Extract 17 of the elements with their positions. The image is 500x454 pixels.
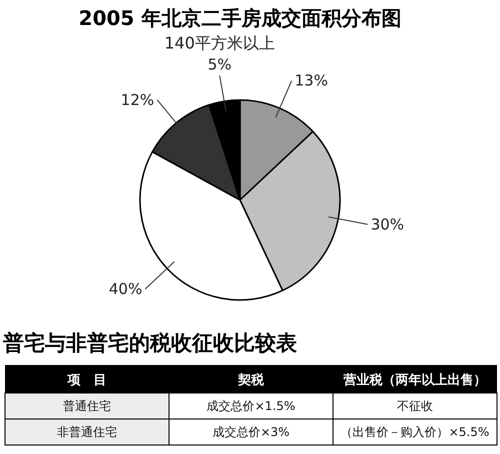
text: 不征收	[397, 399, 433, 413]
data-label: 13%	[294, 72, 328, 90]
chart-title: 2005 年北京二手房成交面积分布图	[78, 6, 402, 30]
category-label: 营业税（两年以上出售）	[342, 372, 486, 388]
category-label: 非普通住宅	[57, 425, 117, 439]
category-label: 契税	[237, 372, 265, 388]
slice-label: 140平方米以上	[164, 34, 275, 53]
data-label: 12%	[120, 90, 154, 109]
text: 成交总价×3%	[212, 425, 290, 439]
category-label: 普通住宅	[63, 399, 111, 413]
text: 成交总价×1.5%	[206, 399, 296, 413]
text: 普宅与非普宅的税收征收比较表	[2, 331, 297, 355]
data-label: 40%	[108, 280, 142, 298]
data-label: 30%	[370, 215, 404, 234]
category-label: 项 目	[66, 373, 106, 388]
data-label: 5%	[208, 56, 232, 74]
text: （出售价－购入价）×5.5%	[340, 425, 490, 439]
